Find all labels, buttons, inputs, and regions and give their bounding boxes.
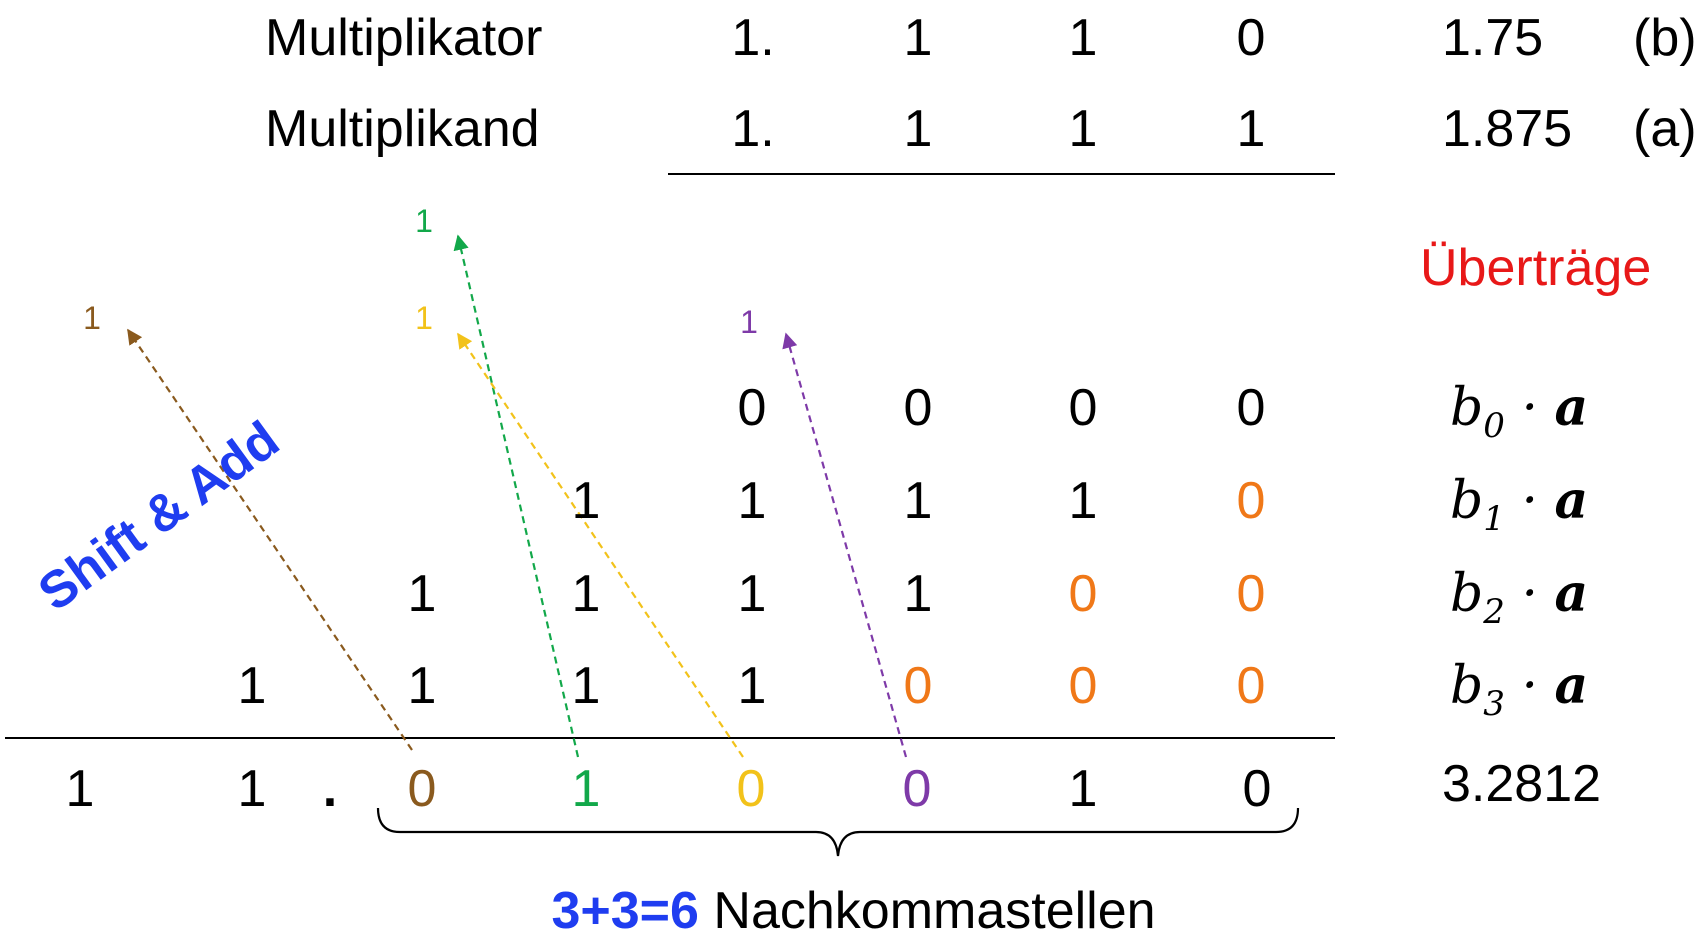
result-fraction-digit: 0 (407, 760, 437, 818)
multiplier-tag: (b) (1633, 9, 1697, 67)
carry-digit-green: 1 (415, 203, 433, 239)
multiplier-label: Multiplikator (265, 9, 543, 67)
partial-product-digit: 1 (407, 565, 437, 623)
carry-digit-purple: 1 (740, 304, 758, 340)
multiplier-value: 1.75 (1442, 9, 1544, 67)
result-fraction-digit: 0 (736, 760, 766, 818)
term-b: b (1450, 656, 1484, 716)
padding-zero-digit: 0 (903, 657, 933, 715)
partial-product-digit: 1 (237, 657, 267, 715)
term-b0-a: b0 · a (1450, 377, 1589, 446)
result-integer-digit: 1 (65, 760, 95, 818)
term-b: b (1450, 378, 1484, 438)
term-index: 1 (1483, 499, 1505, 539)
partial-product-digit: 1 (571, 657, 601, 715)
partial-product-digit: 0 (1236, 379, 1266, 437)
padding-zero-digit: 0 (1068, 565, 1098, 623)
multiplicand-tag: (a) (1633, 100, 1697, 158)
partial-product-digit: 0 (903, 379, 933, 437)
multiplier-digit: 1 (903, 9, 933, 67)
padding-zero-digit: 0 (1236, 472, 1266, 530)
carry-digit-yellow: 1 (415, 300, 433, 336)
term-b3-a: b3 · a (1450, 655, 1589, 724)
partial-product-digit: 1 (737, 565, 767, 623)
carries-label: Überträge (1420, 239, 1652, 297)
result-fraction-digit: 1 (1068, 760, 1098, 818)
multiplicand-digit: 1 (903, 100, 933, 158)
partial-product-digit: 1 (903, 565, 933, 623)
term-a: a (1554, 377, 1589, 438)
multiplier-digit: 1 (1068, 9, 1098, 67)
footer-text: Nachkommastellen (698, 882, 1156, 940)
footer-highlight: 3+3=6 (551, 882, 699, 940)
multiplicand-value: 1.875 (1442, 100, 1573, 158)
carry-digit-brown: 1 (83, 300, 101, 336)
partial-product-digit: 1 (737, 472, 767, 530)
result-fraction-digit: 0 (1242, 760, 1272, 818)
result-fraction-digit: 0 (902, 760, 932, 818)
partial-product-digit: 1 (903, 472, 933, 530)
term-index: 0 (1483, 406, 1505, 446)
partial-product-digit: 1 (1068, 472, 1098, 530)
result-binary-point: . (322, 760, 338, 818)
term-b1-a: b1 · a (1450, 470, 1589, 539)
term-index: 2 (1483, 592, 1505, 632)
partial-product-digit: 1 (407, 657, 437, 715)
footer-caption: 3+3=6 Nachkommastellen (0, 885, 1707, 937)
multiplier-digit: 0 (1236, 9, 1266, 67)
multiplier-digit: 1. (731, 9, 775, 67)
multiplicand-label: Multiplikand (265, 100, 540, 158)
term-a: a (1554, 563, 1589, 624)
term-a: a (1554, 470, 1589, 531)
carry-arrow-brown (127, 328, 413, 751)
multiplicand-digit: 1. (731, 100, 775, 158)
term-b: b (1450, 564, 1484, 624)
carry-arrow-purple (782, 332, 908, 758)
result-integer-digit: 1 (237, 760, 267, 818)
term-b: b (1450, 471, 1484, 531)
padding-zero-digit: 0 (1068, 657, 1098, 715)
partial-product-digit: 1 (571, 472, 601, 530)
carry-arrow-green (453, 234, 580, 758)
partial-product-digit: 1 (737, 657, 767, 715)
multiplicand-digit: 1 (1068, 100, 1098, 158)
term-b2-a: b2 · a (1450, 563, 1589, 632)
partial-product-digit: 0 (1068, 379, 1098, 437)
result-value: 3.2812 (1442, 755, 1602, 813)
partial-product-digit: 1 (571, 565, 601, 623)
padding-zero-digit: 0 (1236, 657, 1266, 715)
multiplicand-digit: 1 (1236, 100, 1266, 158)
fraction-brace (376, 807, 1300, 857)
carry-arrow-yellow (457, 332, 744, 758)
term-index: 3 (1483, 684, 1505, 724)
term-a: a (1554, 655, 1589, 716)
result-fraction-digit: 1 (571, 760, 601, 818)
partial-product-digit: 0 (737, 379, 767, 437)
padding-zero-digit: 0 (1236, 565, 1266, 623)
